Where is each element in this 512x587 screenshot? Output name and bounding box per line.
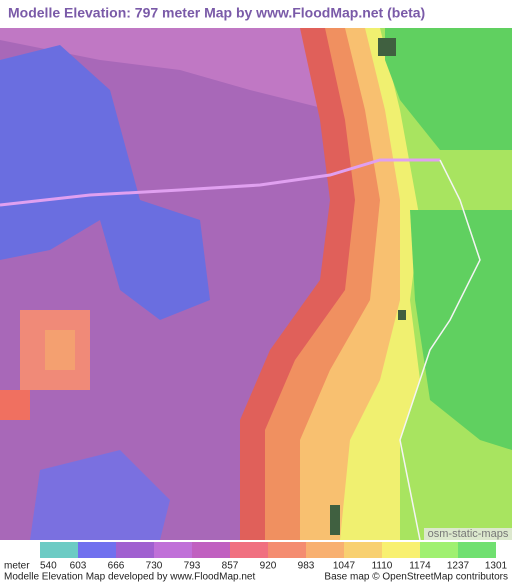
legend-label: 1174 xyxy=(409,561,431,572)
legend-label: 793 xyxy=(184,561,201,572)
legend-label: 1301 xyxy=(485,561,508,572)
legend: meter 540 603 666 730 793 857 920 983 1047 1110 11… xyxy=(4,542,508,572)
legend-swatch xyxy=(344,542,382,558)
legend-swatch xyxy=(154,542,192,558)
footer-right: Base map © OpenStreetMap contributors xyxy=(324,572,508,582)
footer-left: Modelle Elevation Map developed by www.F… xyxy=(4,572,255,582)
legend-swatch xyxy=(382,542,420,558)
legend-label: 666 xyxy=(108,561,125,572)
legend-swatch xyxy=(40,542,78,558)
legend-label: 983 xyxy=(298,561,315,572)
legend-swatch xyxy=(230,542,268,558)
legend-label: 603 xyxy=(70,561,87,572)
map: osm-static-maps xyxy=(0,28,512,541)
legend-swatch xyxy=(78,542,116,558)
legend-swatch xyxy=(268,542,306,558)
title: Modelle Elevation: 797 meter Map by www.… xyxy=(8,5,425,21)
legend-label: 1110 xyxy=(372,561,393,572)
legend-unit: meter xyxy=(4,561,30,572)
legend-label: 857 xyxy=(222,561,239,572)
legend-label: 730 xyxy=(146,561,163,572)
legend-label: 1237 xyxy=(447,561,470,572)
watermark: osm-static-maps xyxy=(428,528,509,540)
legend-swatch xyxy=(306,542,344,558)
legend-swatch xyxy=(420,542,458,558)
legend-swatch xyxy=(458,542,496,558)
legend-swatch xyxy=(192,542,230,558)
legend-label: 920 xyxy=(260,561,277,572)
legend-swatch xyxy=(116,542,154,558)
legend-label: 540 xyxy=(40,561,57,572)
legend-label: 1047 xyxy=(333,561,356,572)
